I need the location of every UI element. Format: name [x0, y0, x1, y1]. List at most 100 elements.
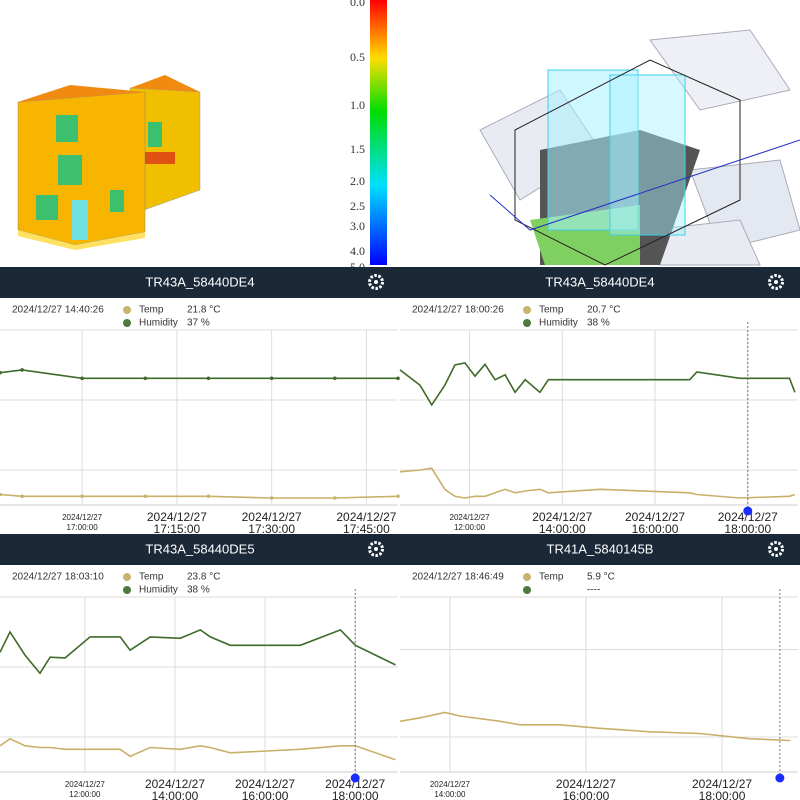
legend-dot: [123, 306, 131, 314]
timestamp: 2024/12/27 18:00:26: [412, 305, 504, 316]
point: [0, 370, 2, 375]
legend-value: 38 %: [587, 318, 610, 329]
gear-hub: [374, 280, 378, 284]
series-line: [0, 493, 399, 499]
x-tick-label: 2024/12/27 16:00:00: [556, 777, 616, 800]
colorbar-label: 4.0: [350, 244, 365, 258]
model-render: [479, 29, 800, 266]
gear-outer: [768, 541, 784, 557]
series-line: [0, 737, 396, 761]
panel-title: TR43A_58440DE5: [145, 541, 254, 556]
point: [80, 376, 84, 381]
legend-name: Temp: [139, 305, 164, 316]
point: [269, 376, 274, 381]
panel-header: [0, 534, 400, 565]
x-tick-label: 2024/12/27 18:00:00: [718, 510, 778, 536]
building-render: [17, 75, 201, 250]
series-line: [399, 711, 791, 742]
gear-outer: [368, 274, 384, 290]
gear-hub: [774, 547, 778, 551]
timestamp: 2024/12/27 18:46:49: [412, 572, 504, 583]
legend-dot: [123, 573, 131, 581]
x-tick-label: 2024/12/27 12:00:00: [450, 513, 491, 532]
colorbar-label: 1.5: [350, 142, 365, 156]
settings-button[interactable]: [368, 541, 384, 557]
legend-value: 21.8 °C: [187, 305, 220, 316]
series-line: [0, 369, 398, 380]
panel-header: [400, 267, 800, 298]
point: [269, 496, 274, 500]
legend-dot: [123, 586, 131, 594]
panel-header: [0, 267, 400, 298]
sensor-panel: TR43A_58440DE5 2024/12/27 18:03:10 Temp 23.…: [0, 534, 400, 800]
legend-name: Temp: [139, 572, 164, 583]
settings-button[interactable]: [768, 274, 784, 290]
legend-value: 20.7 °C: [587, 305, 620, 316]
point: [80, 494, 84, 499]
point: [20, 494, 24, 499]
gear-outer: [368, 541, 384, 557]
legend-value: 37 %: [187, 318, 210, 329]
x-tick-label: 2024/12/27 14:00:00: [145, 777, 205, 800]
point: [333, 496, 337, 500]
point: [206, 376, 211, 381]
sensor-panel: TR43A_58440DE4 2024/12/27 14:40:26 Temp 21.…: [0, 267, 400, 536]
legend-dot: [523, 319, 531, 327]
x-tick-label: 2024/12/27 17:15:00: [147, 510, 207, 536]
legend-dot: [523, 586, 531, 594]
legend-value: 38 %: [187, 585, 210, 596]
gear-hub: [374, 547, 378, 551]
legend-dot: [523, 573, 531, 581]
legend-value: 23.8 °C: [187, 572, 220, 583]
legend-name: Temp: [539, 572, 564, 583]
x-tick-label: 2024/12/27 18:00:00: [325, 777, 385, 800]
cursor-handle[interactable]: [743, 506, 753, 516]
legend-name: Humidity: [139, 585, 178, 596]
point: [143, 494, 148, 499]
legend-value: ----: [587, 585, 600, 596]
colorbar-label: 3.0: [350, 219, 365, 233]
sensor-panel: TR41A_5840145B 2024/12/27 18:46:49 Temp 5.9…: [399, 534, 800, 800]
x-tick-label: 2024/12/27 17:30:00: [242, 510, 302, 536]
x-tick-label: 2024/12/27 16:00:00: [625, 510, 685, 536]
colorbar-label: 1.0: [350, 98, 365, 112]
settings-button[interactable]: [368, 274, 384, 290]
point: [0, 492, 2, 497]
x-tick-label: 2024/12/27 17:00:00: [62, 513, 103, 532]
timestamp: 2024/12/27 18:03:10: [12, 572, 104, 583]
legend-dot: [123, 319, 131, 327]
colorbar-label: 0.0: [350, 0, 365, 9]
point: [143, 376, 148, 381]
colorbar-label: 2.0: [350, 174, 365, 188]
x-tick-label: 2024/12/27 14:00:00: [532, 510, 592, 536]
series-line: [399, 467, 796, 499]
colorbar-label: 2.5: [350, 199, 365, 213]
series-line: [0, 628, 396, 675]
point: [206, 494, 211, 499]
x-tick-label: 2024/12/27 17:45:00: [336, 510, 396, 536]
legend-value: 5.9 °C: [587, 572, 615, 583]
x-tick-label: 2024/12/27 14:00:00: [430, 780, 471, 799]
series-line: [399, 362, 796, 407]
panel-title: TR41A_5840145B: [547, 541, 654, 556]
sensor-panel: TR43A_58440DE4 2024/12/27 18:00:26 Temp 20.…: [399, 267, 800, 536]
legend-name: Humidity: [139, 318, 178, 329]
cursor-handle[interactable]: [775, 773, 785, 783]
gear-outer: [768, 274, 784, 290]
colorbar-label: 0.5: [350, 50, 365, 64]
point: [396, 494, 400, 499]
legend-dot: [523, 306, 531, 314]
x-tick-label: 2024/12/27 18:00:00: [692, 777, 752, 800]
point: [20, 368, 24, 372]
settings-button[interactable]: [768, 541, 784, 557]
panel-title: TR43A_58440DE4: [545, 274, 654, 289]
cursor-handle[interactable]: [350, 773, 360, 783]
x-tick-label: 2024/12/27 16:00:00: [235, 777, 295, 800]
legend-name: Humidity: [539, 318, 578, 329]
panel-header: [400, 534, 800, 565]
point: [333, 376, 337, 381]
colorbar: [370, 0, 387, 265]
x-tick-label: 2024/12/27 12:00:00: [65, 780, 106, 799]
point: [396, 376, 400, 381]
